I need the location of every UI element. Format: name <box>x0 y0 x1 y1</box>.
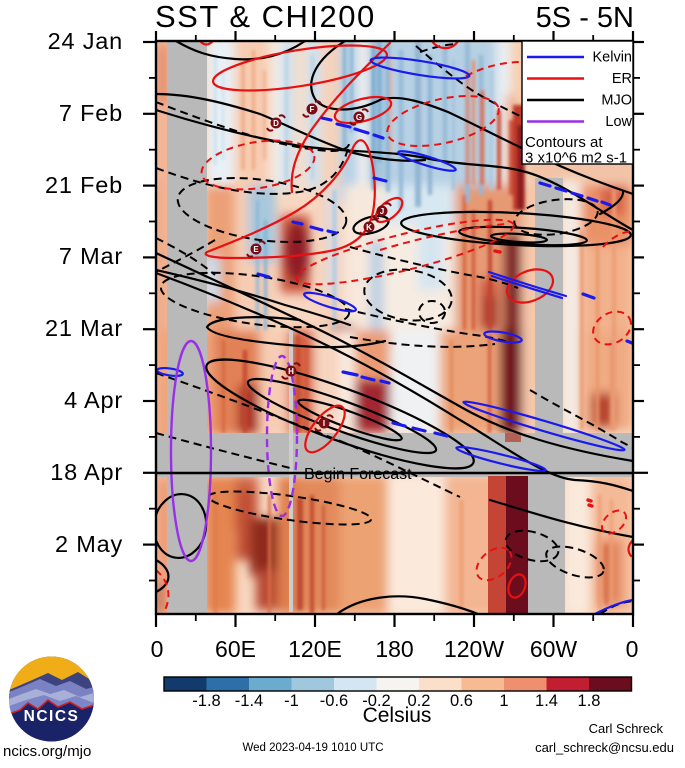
svg-text:carl_schreck@ncsu.edu: carl_schreck@ncsu.edu <box>535 740 674 755</box>
svg-text:120W: 120W <box>444 636 504 662</box>
svg-text:K: K <box>366 223 372 232</box>
svg-text:SST & CHI200: SST & CHI200 <box>155 0 376 34</box>
svg-text:0: 0 <box>626 636 639 662</box>
svg-text:120E: 120E <box>288 636 342 662</box>
svg-text:-1.4: -1.4 <box>235 692 263 710</box>
svg-text:1.4: 1.4 <box>535 692 558 710</box>
svg-text:7 Mar: 7 Mar <box>59 243 123 269</box>
svg-text:0.2: 0.2 <box>408 692 431 710</box>
svg-text:180: 180 <box>375 636 413 662</box>
svg-text:Low: Low <box>605 114 632 130</box>
svg-text:Celsius: Celsius <box>363 704 432 727</box>
svg-text:1: 1 <box>499 692 508 710</box>
svg-text:3 x10^6 m2 s-1: 3 x10^6 m2 s-1 <box>525 150 627 167</box>
svg-text:18 Apr: 18 Apr <box>50 459 123 485</box>
svg-text:1.8: 1.8 <box>578 692 601 710</box>
svg-text:0.6: 0.6 <box>450 692 473 710</box>
svg-text:21 Mar: 21 Mar <box>45 315 123 341</box>
svg-text:Begin Forecast: Begin Forecast <box>304 466 412 483</box>
svg-text:2 May: 2 May <box>55 531 123 557</box>
svg-text:Wed 2023-04-19 1010 UTC: Wed 2023-04-19 1010 UTC <box>242 742 383 754</box>
svg-text:J: J <box>380 207 384 216</box>
svg-text:I: I <box>323 419 325 428</box>
svg-text:ER: ER <box>612 71 632 87</box>
svg-text:-0.6: -0.6 <box>320 692 348 710</box>
svg-text:F: F <box>310 105 315 114</box>
svg-text:Contours at: Contours at <box>525 134 603 151</box>
svg-text:E: E <box>253 245 259 254</box>
svg-text:-1: -1 <box>284 692 299 710</box>
svg-text:H: H <box>288 367 294 376</box>
svg-text:5S - 5N: 5S - 5N <box>536 2 634 34</box>
svg-text:MJO: MJO <box>601 93 632 109</box>
svg-text:G: G <box>356 113 362 122</box>
svg-text:-0.2: -0.2 <box>362 692 390 710</box>
svg-text:NCICS: NCICS <box>24 708 80 725</box>
svg-text:7 Feb: 7 Feb <box>59 100 123 126</box>
svg-text:60W: 60W <box>530 636 578 662</box>
svg-text:21 Feb: 21 Feb <box>45 172 123 198</box>
svg-text:Carl Schreck: Carl Schreck <box>589 721 664 736</box>
svg-text:4 Apr: 4 Apr <box>64 387 123 413</box>
svg-text:24 Jan: 24 Jan <box>48 28 123 54</box>
svg-text:ncics.org/mjo: ncics.org/mjo <box>3 743 91 760</box>
svg-text:60E: 60E <box>215 636 256 662</box>
svg-text:Kelvin: Kelvin <box>593 50 633 66</box>
svg-text:-1.8: -1.8 <box>192 692 220 710</box>
svg-text:0: 0 <box>151 636 164 662</box>
svg-text:D: D <box>273 119 279 128</box>
